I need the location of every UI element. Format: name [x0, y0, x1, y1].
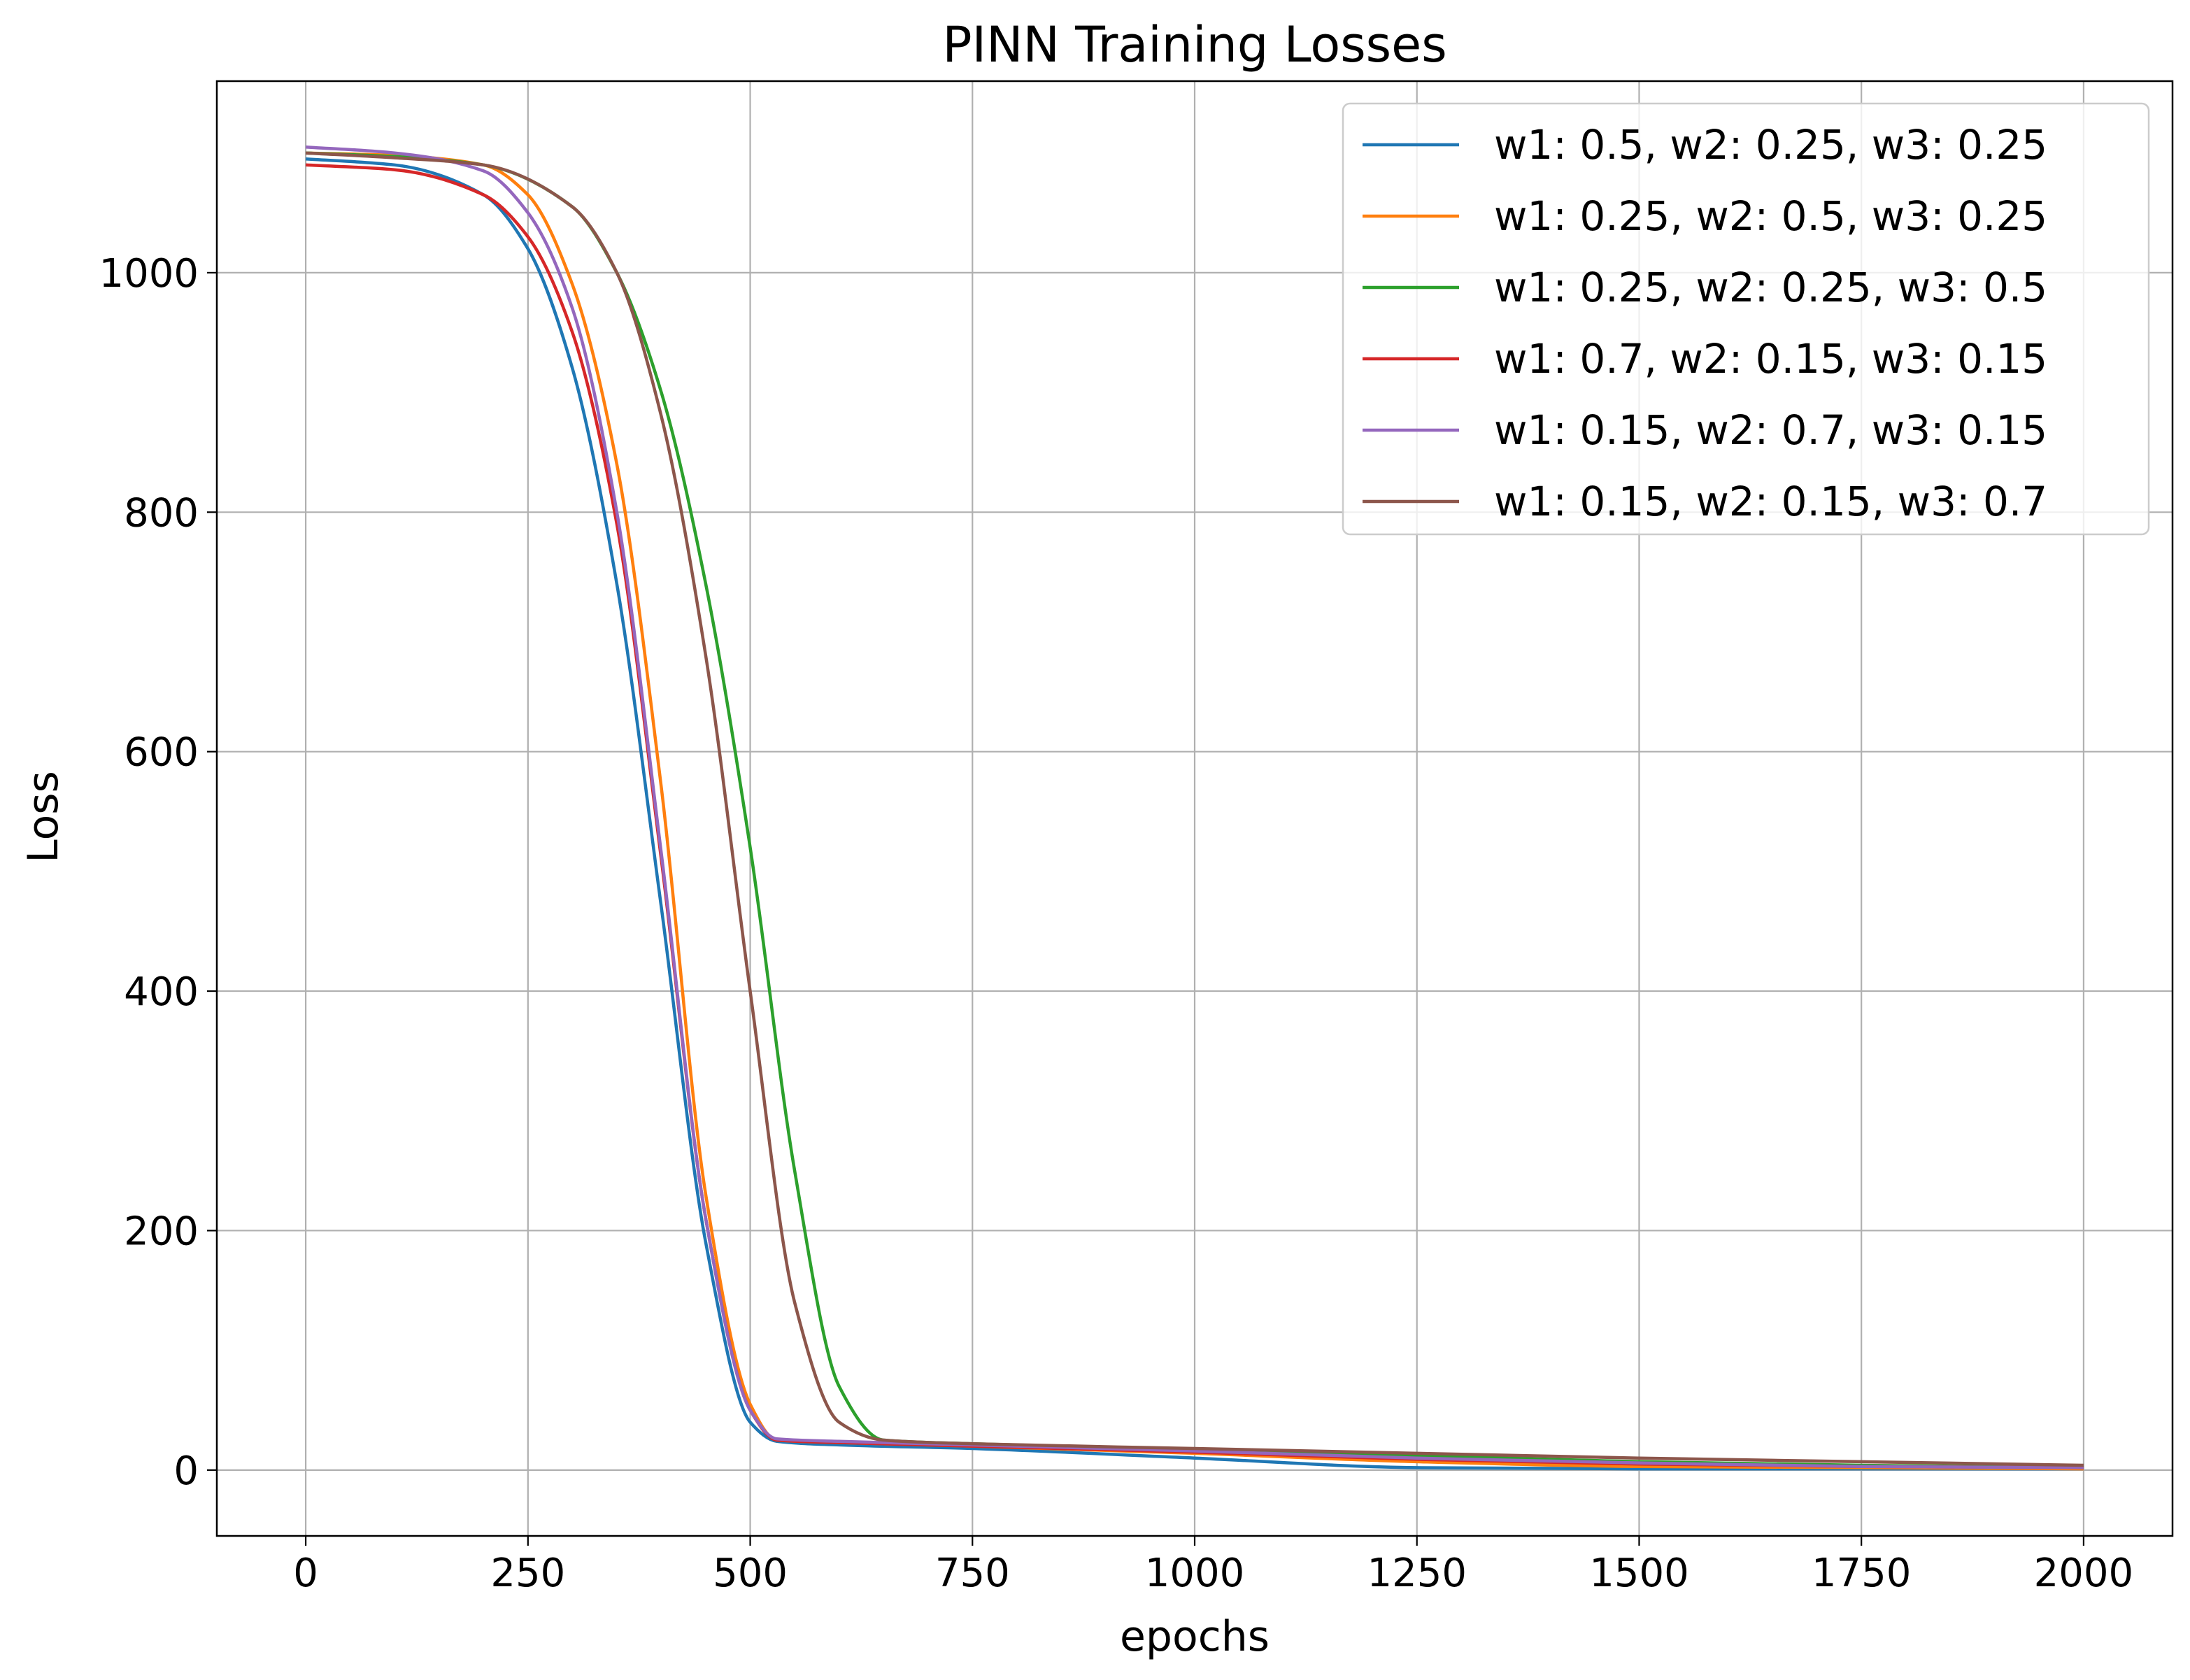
- series-lines: [305, 145, 2084, 1471]
- y-axis-label: Loss: [19, 771, 68, 863]
- x-tick-label: 1250: [1367, 1551, 1467, 1596]
- legend: w1: 0.5, w2: 0.25, w3: 0.25 w1: 0.25, w2:…: [1342, 102, 2150, 536]
- x-tick-label: 750: [935, 1551, 1010, 1596]
- series-line-5: [305, 145, 2084, 1469]
- series-line-1: [305, 157, 2084, 1471]
- y-tick-label: 600: [124, 730, 199, 776]
- x-axis-label: epochs: [1120, 1612, 1270, 1661]
- series-line-2: [306, 151, 2084, 1471]
- x-tick-label: 1500: [1589, 1551, 1689, 1596]
- legend-label: w1: 0.7, w2: 0.15, w3: 0.15: [1494, 335, 2047, 383]
- y-tick-label: 200: [124, 1209, 199, 1254]
- x-tick-label: 500: [713, 1551, 788, 1596]
- y-tick-label: 1000: [99, 251, 199, 297]
- legend-box: [1342, 102, 2150, 536]
- chart-title: PINN Training Losses: [942, 16, 1446, 73]
- y-tick-label: 400: [124, 969, 199, 1015]
- x-tick-label: 0: [293, 1551, 318, 1596]
- x-tick-label: 250: [490, 1551, 565, 1596]
- legend-label: w1: 0.5, w2: 0.25, w3: 0.25: [1494, 121, 2047, 169]
- legend-label: w1: 0.25, w2: 0.5, w3: 0.25: [1494, 192, 2047, 240]
- axis-ticks: 0 250 500 750 1000 1250 1500 1750 2000 0 200 400 600…: [99, 251, 2133, 1596]
- legend-label: w1: 0.15, w2: 0.15, w3: 0.7: [1494, 478, 2047, 525]
- y-tick-label: 0: [173, 1448, 199, 1494]
- x-tick-label: 1000: [1145, 1551, 1245, 1596]
- legend-label: w1: 0.15, w2: 0.7, w3: 0.15: [1494, 406, 2047, 454]
- x-tick-label: 2000: [2034, 1551, 2134, 1596]
- x-tick-label: 1750: [1812, 1551, 1912, 1596]
- y-tick-label: 800: [124, 490, 199, 536]
- legend-label: w1: 0.25, w2: 0.25, w3: 0.5: [1494, 264, 2047, 311]
- series-line-6: [305, 151, 2084, 1467]
